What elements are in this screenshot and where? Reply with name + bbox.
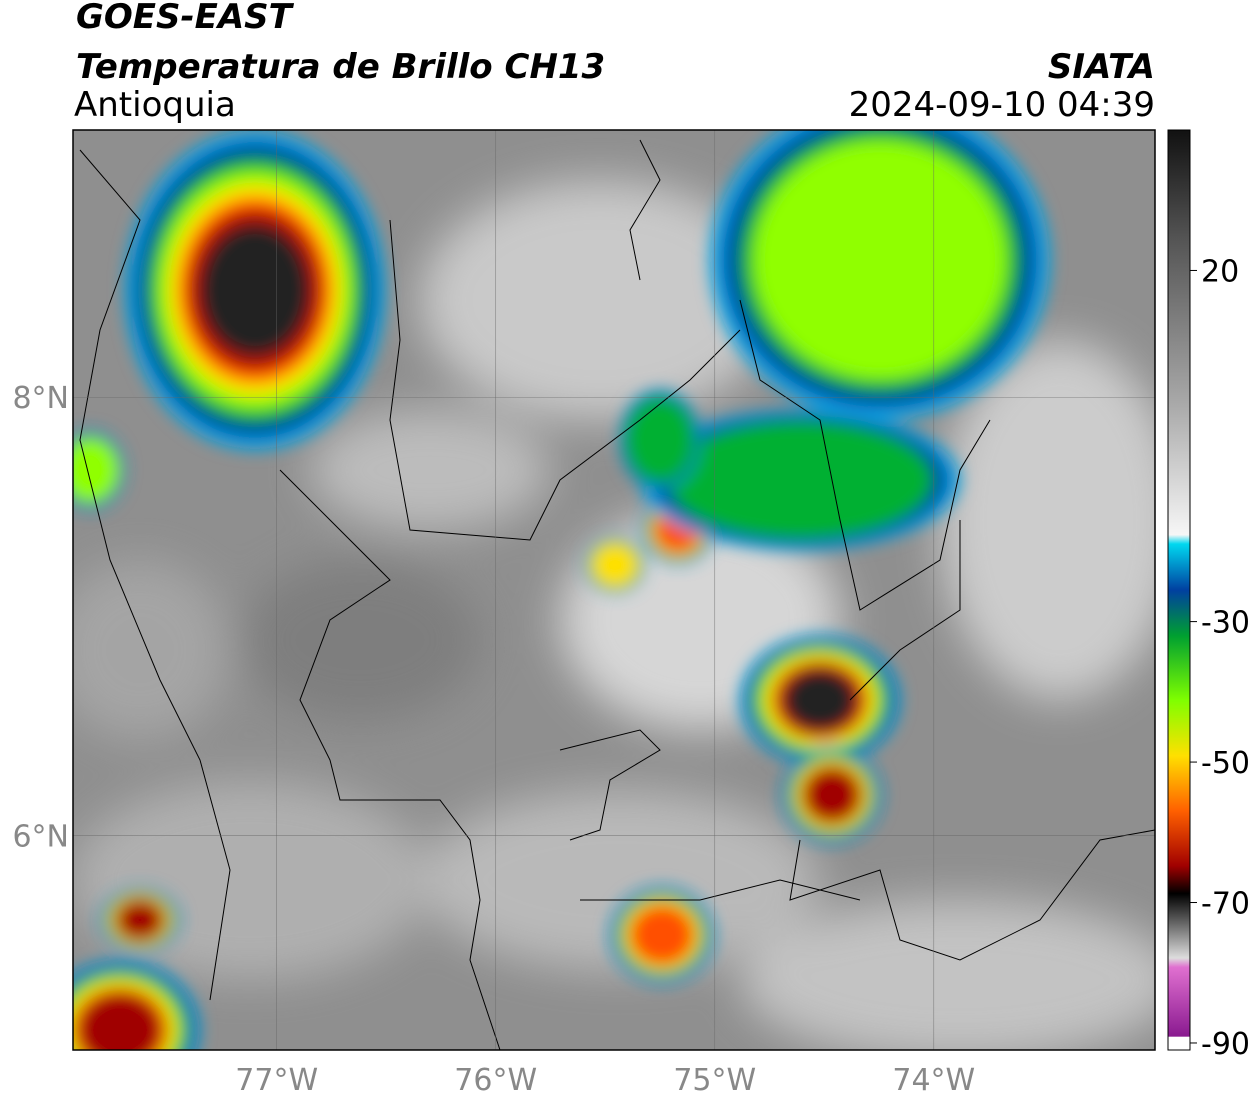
cloud-ring — [784, 669, 856, 731]
timestamp: 2024-09-10 04:39 — [849, 85, 1155, 125]
y-tick-label: 6°N — [12, 819, 69, 854]
x-tick-label: 75°W — [673, 1063, 756, 1098]
region: Antioquia — [74, 85, 236, 125]
map-frame — [72, 129, 1156, 1051]
cloud-ring — [200, 224, 310, 356]
colorbar-tick-label: -70 — [1201, 887, 1250, 922]
y-tick-label: 8°N — [12, 381, 69, 416]
x-tick-label: 76°W — [454, 1063, 537, 1098]
cloud-ring — [753, 140, 1007, 380]
colorbar-tick-label: 20 — [1201, 254, 1239, 289]
cloud-ring — [667, 420, 933, 540]
x-tick-label: 74°W — [892, 1063, 975, 1098]
cloud-ring — [628, 904, 696, 966]
colorbar-tick-label: -50 — [1201, 746, 1250, 781]
x-tick-label: 77°W — [235, 1063, 318, 1098]
cloud-ring — [73, 438, 119, 502]
title: GOES-EAST — [76, 0, 295, 37]
colorbar-ticks: 20 -30 -50 -70 -90 — [1190, 254, 1250, 1062]
borders — [79, 139, 1155, 1050]
cloud-ring — [625, 397, 695, 483]
source: SIATA — [1048, 47, 1155, 87]
cloud-ring — [803, 767, 861, 823]
subtitle: Temperatura de Brillo CH13 — [76, 47, 605, 87]
cloud-ring — [592, 543, 638, 587]
satellite-image — [73, 130, 1155, 1050]
colorbar-tick-label: -90 — [1201, 1027, 1250, 1062]
graticule: 77°W 76°W 75°W 74°W 8°N 6°N — [12, 130, 1155, 1098]
colorbar-tick-label: -30 — [1201, 606, 1250, 641]
cloud-ring — [116, 899, 164, 941]
colorbar — [1167, 129, 1191, 1051]
cloud-ring — [77, 992, 163, 1050]
